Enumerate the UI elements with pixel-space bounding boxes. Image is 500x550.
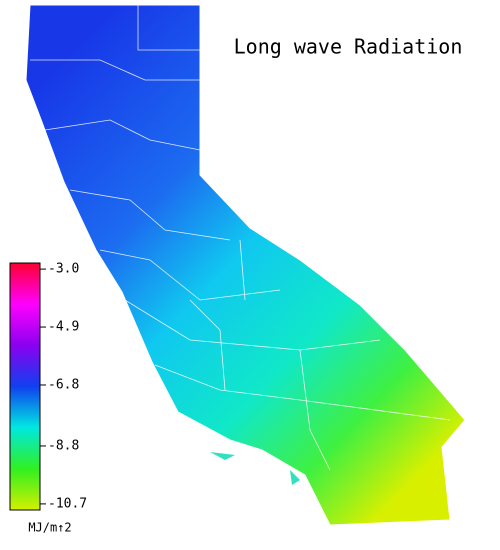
colorbar-fill — [9, 262, 41, 511]
island — [210, 452, 235, 460]
island — [290, 470, 300, 485]
colorbar-tick-label: -3.0 — [48, 262, 79, 277]
california-map — [25, 4, 466, 526]
colorbar: -3.0 -4.9 -6.8 -8.8 -10.7 — [9, 262, 87, 511]
colorbar-unit: MJ/m↑2 — [28, 521, 71, 535]
colorbar-tick-label: -4.9 — [48, 320, 79, 335]
map-title: Long wave Radiation — [234, 35, 463, 59]
colorbar-tick-label: -8.8 — [48, 438, 79, 453]
colorbar-tick-label: -10.7 — [48, 496, 87, 511]
colorbar-tick-label: -6.8 — [48, 377, 79, 392]
